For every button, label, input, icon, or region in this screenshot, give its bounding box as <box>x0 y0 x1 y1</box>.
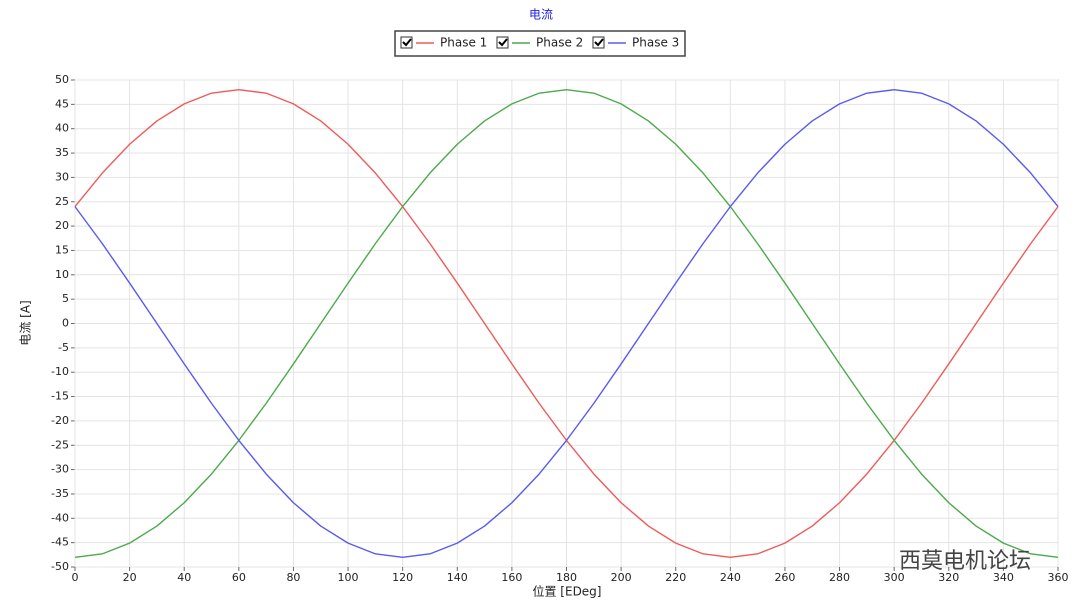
legend-check <box>402 38 412 47</box>
y-tick-label: -10 <box>51 365 69 378</box>
x-tick-label: 360 <box>1048 571 1069 584</box>
legend-checkbox <box>592 36 605 49</box>
y-tick-label: 25 <box>55 195 69 208</box>
y-tick-label: -20 <box>51 414 69 427</box>
x-tick-label: 300 <box>884 571 905 584</box>
y-tick-label: -40 <box>51 511 69 524</box>
x-tick-label: 180 <box>556 571 577 584</box>
x-tick-label: 220 <box>665 571 686 584</box>
y-tick-label: -15 <box>51 390 69 403</box>
x-tick-label: 280 <box>829 571 850 584</box>
x-tick-label: 340 <box>993 571 1014 584</box>
y-tick-label: 35 <box>55 146 69 159</box>
legend-check <box>498 38 508 47</box>
y-tick-label: 0 <box>62 317 69 330</box>
x-tick-label: 40 <box>177 571 191 584</box>
legend-label: Phase 2 <box>536 36 583 50</box>
y-axis-label: 电流 [A] <box>19 300 33 345</box>
y-tick-label: -30 <box>51 463 69 476</box>
y-tick-label: -50 <box>51 560 69 573</box>
legend-box <box>394 30 686 57</box>
legend-checkbox <box>400 36 413 49</box>
x-tick-label: 140 <box>447 571 468 584</box>
x-tick-label: 80 <box>286 571 300 584</box>
plot: -50-45-40-35-30-25-20-15-10-505101520253… <box>51 73 1068 584</box>
legend: Phase 1 Phase 2 Phase 3 <box>400 36 679 50</box>
chart-title: 电流 <box>529 8 553 22</box>
x-tick-label: 0 <box>72 571 79 584</box>
legend-label: Phase 3 <box>632 36 679 50</box>
x-tick-label: 320 <box>938 571 959 584</box>
x-tick-label: 100 <box>338 571 359 584</box>
y-tick-label: -45 <box>51 536 69 549</box>
x-tick-label: 200 <box>611 571 632 584</box>
y-tick-label: -5 <box>58 341 69 354</box>
y-tick-label: 50 <box>55 73 69 86</box>
y-tick-label: 20 <box>55 219 69 232</box>
y-tick-label: 5 <box>62 292 69 305</box>
y-tick-label: 10 <box>55 268 69 281</box>
legend-label: Phase 1 <box>440 36 487 50</box>
x-tick-label: 240 <box>720 571 741 584</box>
x-tick-label: 120 <box>392 571 413 584</box>
y-tick-label: -35 <box>51 487 69 500</box>
y-tick-label: 15 <box>55 243 69 256</box>
legend-check <box>594 38 604 47</box>
watermark: 西莫电机论坛 <box>899 549 1031 574</box>
y-tick-label: -25 <box>51 438 69 451</box>
x-tick-label: 60 <box>232 571 246 584</box>
series-line <box>74 89 1059 558</box>
y-tick-label: 30 <box>55 170 69 183</box>
y-tick-label: 40 <box>55 122 69 135</box>
y-tick-label: 45 <box>55 97 69 110</box>
x-tick-label: 20 <box>123 571 137 584</box>
x-tick-label: 260 <box>774 571 795 584</box>
legend-checkbox <box>496 36 509 49</box>
x-tick-label: 160 <box>501 571 522 584</box>
x-axis-label: 位置 [EDeg] <box>532 584 601 599</box>
